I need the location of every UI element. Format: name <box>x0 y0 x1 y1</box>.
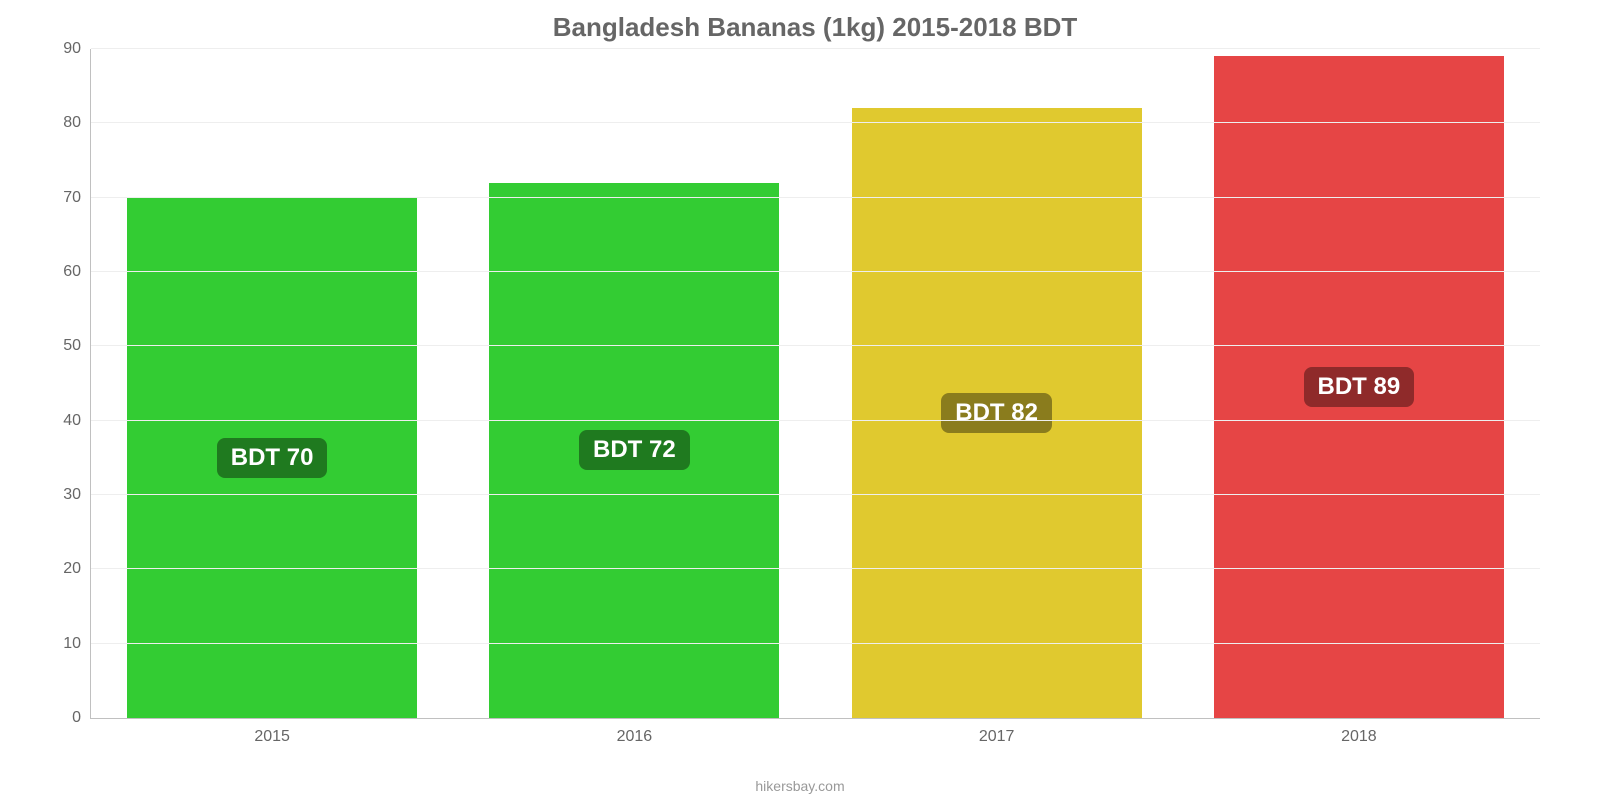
bar: BDT 89 <box>1214 56 1504 718</box>
bar: BDT 82 <box>852 108 1142 718</box>
y-tick-label: 0 <box>72 709 91 727</box>
chart-title: Bangladesh Bananas (1kg) 2015-2018 BDT <box>90 12 1540 43</box>
gridline <box>91 48 1540 49</box>
y-tick-label: 80 <box>63 114 91 132</box>
y-tick-label: 60 <box>63 263 91 281</box>
y-tick-label: 70 <box>63 189 91 207</box>
gridline <box>91 568 1540 569</box>
x-tick-label: 2015 <box>91 728 453 746</box>
plot-area: BDT 70BDT 72BDT 82BDT 89 201520162017201… <box>90 49 1540 719</box>
gridline <box>91 271 1540 272</box>
bar-slot: BDT 82 <box>816 49 1178 718</box>
bar-value-label: BDT 82 <box>941 393 1052 433</box>
x-tick-label: 2016 <box>453 728 815 746</box>
bar: BDT 70 <box>127 198 417 718</box>
y-tick-label: 50 <box>63 337 91 355</box>
x-axis: 2015201620172018 <box>91 728 1540 746</box>
gridline <box>91 122 1540 123</box>
bar-slot: BDT 70 <box>91 49 453 718</box>
y-tick-label: 20 <box>63 560 91 578</box>
attribution-text: hikersbay.com <box>0 778 1600 794</box>
bar: BDT 72 <box>489 183 779 718</box>
gridline <box>91 197 1540 198</box>
y-tick-label: 10 <box>63 635 91 653</box>
gridline <box>91 643 1540 644</box>
bar-value-label: BDT 70 <box>217 438 328 478</box>
y-tick-label: 30 <box>63 486 91 504</box>
bar-value-label: BDT 89 <box>1304 367 1415 407</box>
bar-slot: BDT 89 <box>1178 49 1540 718</box>
y-tick-label: 40 <box>63 412 91 430</box>
y-tick-label: 90 <box>63 40 91 58</box>
x-tick-label: 2018 <box>1178 728 1540 746</box>
gridline <box>91 494 1540 495</box>
chart-container: Bangladesh Bananas (1kg) 2015-2018 BDT B… <box>0 0 1600 800</box>
bar-slot: BDT 72 <box>453 49 815 718</box>
bar-value-label: BDT 72 <box>579 430 690 470</box>
x-tick-label: 2017 <box>816 728 1178 746</box>
gridline <box>91 420 1540 421</box>
gridline <box>91 345 1540 346</box>
bars-row: BDT 70 BDT 72 BDT 82 BDT 89 <box>91 49 1540 718</box>
